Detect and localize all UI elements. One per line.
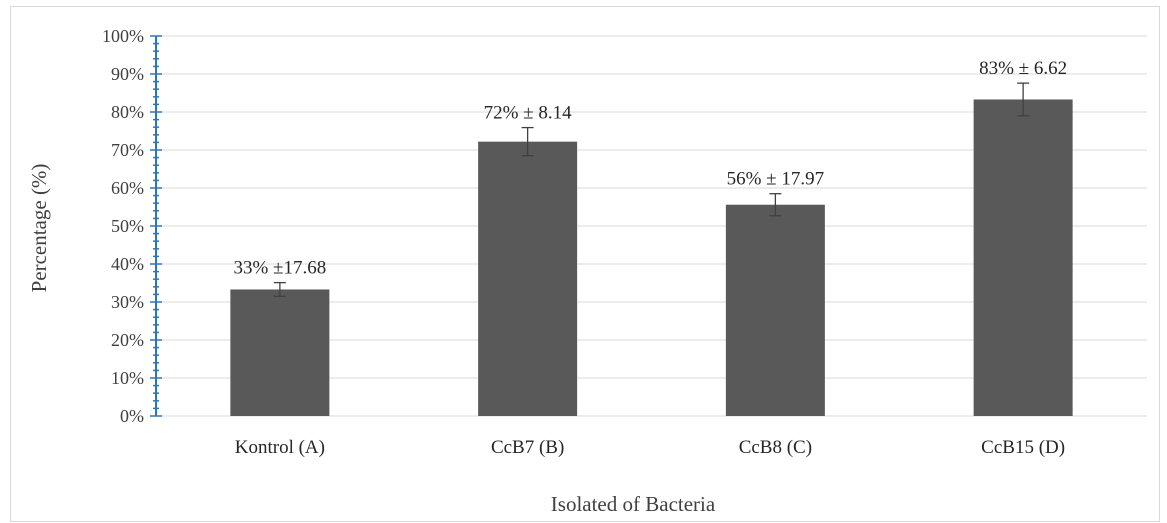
y-tick-label: 50% (111, 216, 144, 236)
bars (230, 99, 1073, 417)
data-labels: 33% ±17.68 72% ± 8.14 56% ± 17.97 83% ± 6.6… (233, 58, 1067, 279)
bar-1 (230, 289, 330, 416)
x-axis-title: Isolated of Bacteria (551, 492, 716, 516)
data-label-1: 33% ±17.68 (233, 258, 326, 279)
y-tick-labels: 0% 10% 20% 30% 40% 50% 60% 70% 80% 90% 100% (102, 26, 144, 426)
category-label-1: Kontrol (A) (235, 437, 325, 458)
data-label-4: 83% ± 6.62 (979, 58, 1067, 79)
category-labels: Kontrol (A) CcB7 (B) CcB8 (C) CcB15 (D) (235, 437, 1065, 458)
y-tick-label: 30% (111, 292, 144, 312)
y-axis-title: Percentage (%) (27, 164, 51, 293)
y-axis (150, 35, 162, 417)
y-tick-label: 60% (111, 178, 144, 198)
bar-2 (478, 141, 578, 416)
y-tick-label: 100% (102, 26, 144, 46)
category-label-3: CcB8 (C) (739, 437, 812, 458)
y-tick-label: 90% (111, 64, 144, 84)
y-tick-label: 70% (111, 140, 144, 160)
y-tick-label: 40% (111, 254, 144, 274)
y-tick-label: 80% (111, 102, 144, 122)
data-label-3: 56% ± 17.97 (727, 169, 825, 190)
category-label-2: CcB7 (B) (491, 437, 564, 458)
bar-3 (725, 204, 825, 416)
error-bars (273, 82, 1030, 297)
bar-4 (973, 99, 1073, 417)
y-tick-label: 20% (111, 330, 144, 350)
y-tick-label: 10% (111, 368, 144, 388)
y-tick-label: 0% (120, 406, 144, 426)
data-label-2: 72% ± 8.14 (484, 103, 573, 124)
category-label-4: CcB15 (D) (981, 437, 1065, 458)
